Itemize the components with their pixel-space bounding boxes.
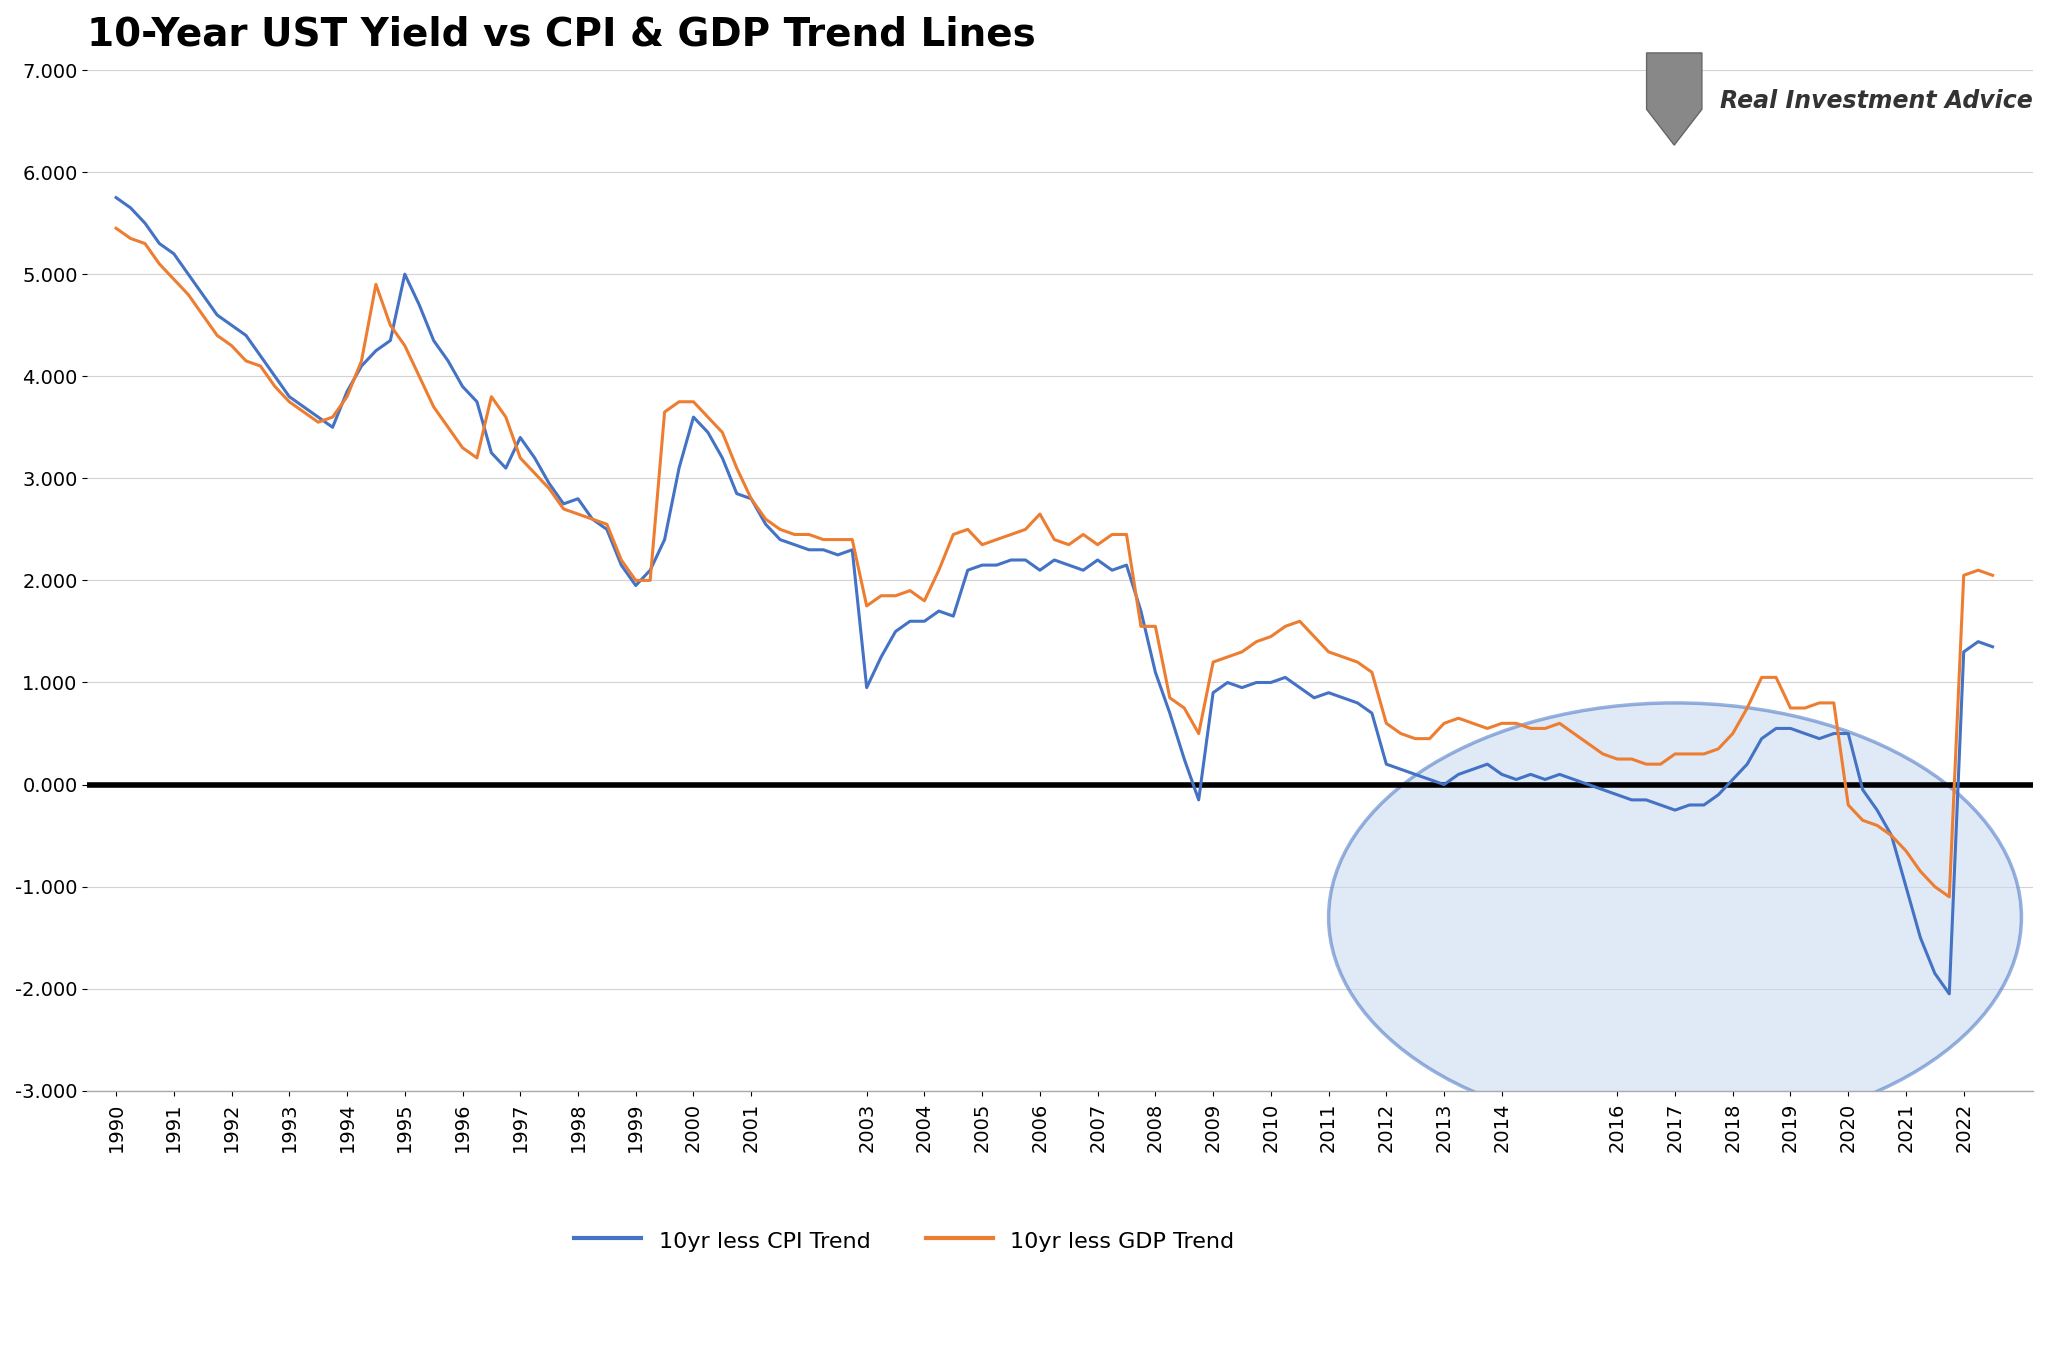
10yr less GDP Trend [176,287,201,303]
10yr less GDP Trend [436,419,461,436]
10yr less GDP Trend [1937,889,1962,906]
10yr less CPI Trend [1563,772,1587,788]
Text: Real Investment Advice: Real Investment Advice [1720,89,2034,113]
Legend: 10yr less CPI Trend, 10yr less GDP Trend: 10yr less CPI Trend, 10yr less GDP Trend [565,1218,1243,1264]
10yr less CPI Trend [1171,751,1196,768]
10yr less GDP Trend [1171,699,1196,716]
10yr less GDP Trend [1980,567,2005,583]
10yr less GDP Trend [1274,619,1298,635]
10yr less GDP Trend [1563,725,1587,742]
10yr less CPI Trend [436,352,461,369]
10yr less CPI Trend [1274,669,1298,686]
10yr less GDP Trend [1489,716,1513,732]
Line: 10yr less GDP Trend: 10yr less GDP Trend [117,228,1993,897]
10yr less CPI Trend [1980,638,2005,654]
10yr less CPI Trend [1937,986,1962,1003]
10yr less GDP Trend [104,220,129,236]
10yr less CPI Trend [104,190,129,206]
10yr less CPI Trend [1489,766,1513,783]
Ellipse shape [1329,703,2021,1131]
Line: 10yr less CPI Trend: 10yr less CPI Trend [117,198,1993,994]
Text: 10-Year UST Yield vs CPI & GDP Trend Lines: 10-Year UST Yield vs CPI & GDP Trend Lin… [88,15,1036,53]
Polygon shape [1647,53,1702,145]
10yr less CPI Trend [176,266,201,283]
